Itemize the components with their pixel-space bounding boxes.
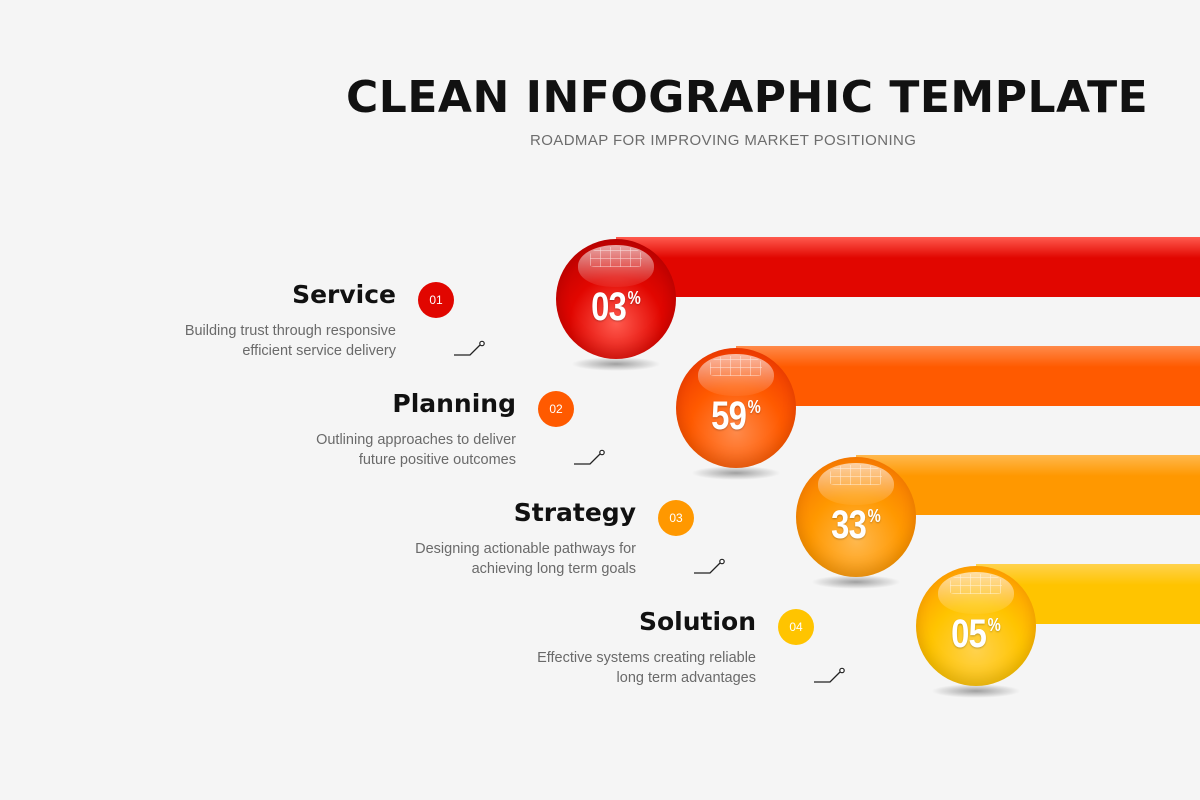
percentage-sign: % (627, 288, 641, 308)
description-line: Designing actionable pathways for (415, 541, 636, 557)
step-description-2: Outlining approaches to deliver future po… (216, 430, 516, 470)
sphere-gloss (938, 572, 1014, 614)
percentage-sign: % (987, 615, 1001, 635)
sphere-gloss (698, 354, 774, 396)
percentage-value: 03 (591, 285, 627, 329)
percentage-sphere-4: 05% (916, 566, 1036, 686)
percentage-value: 05 (951, 612, 987, 656)
connector-line-icon (454, 340, 485, 356)
step-number-badge-4: 04 (778, 609, 814, 645)
description-line: Effective systems creating reliable (537, 650, 756, 666)
percentage-label: 59% (687, 384, 785, 439)
page-title: CLEAN INFOGRAPHIC TEMPLATE (346, 72, 1149, 123)
description-line: efficient service delivery (242, 343, 396, 359)
step-title-3: Strategy (513, 498, 636, 527)
percentage-sign: % (747, 397, 761, 417)
connector-line-icon (574, 449, 605, 465)
sphere-reflection (590, 247, 642, 267)
step-number-badge-3: 03 (658, 500, 694, 536)
percentage-sphere-1: 03% (556, 239, 676, 359)
step-description-3: Designing actionable pathways for achievi… (336, 539, 636, 579)
percentage-value: 33 (831, 503, 867, 547)
percentage-sphere-2: 59% (676, 348, 796, 468)
sphere-reflection (830, 465, 882, 485)
step-number-badge-2: 02 (538, 391, 574, 427)
sphere-shadow (571, 357, 661, 371)
percentage-label: 05% (927, 602, 1025, 657)
description-line: future positive outcomes (358, 452, 516, 468)
sphere-shadow (811, 575, 901, 589)
connector-line-icon (814, 667, 845, 683)
percentage-sign: % (867, 506, 881, 526)
connector-line-icon (694, 558, 725, 574)
description-line: Building trust through responsive (184, 323, 396, 339)
percentage-label: 03% (567, 275, 665, 330)
step-number-badge-1: 01 (418, 282, 454, 318)
page-subtitle: ROADMAP FOR IMPROVING MARKET POSITIONING (530, 132, 917, 149)
roadmap-bar-2 (736, 346, 1200, 406)
description-line: Outlining approaches to deliver (316, 432, 516, 448)
sphere-reflection (710, 356, 762, 376)
step-title-2: Planning (392, 389, 516, 418)
percentage-sphere-3: 33% (796, 457, 916, 577)
description-line: long term advantages (616, 670, 756, 686)
sphere-shadow (931, 684, 1021, 698)
step-description-4: Effective systems creating reliable long … (456, 648, 756, 688)
sphere-reflection (950, 574, 1002, 594)
step-description-1: Building trust through responsive efficie… (96, 321, 396, 361)
percentage-label: 33% (807, 493, 905, 548)
roadmap-bar-1 (616, 237, 1200, 297)
percentage-value: 59 (711, 394, 747, 438)
step-title-1: Service (292, 280, 396, 309)
description-line: achieving long term goals (471, 561, 636, 577)
sphere-gloss (578, 245, 654, 287)
step-title-4: Solution (638, 607, 756, 636)
sphere-shadow (691, 466, 781, 480)
sphere-gloss (818, 463, 894, 505)
